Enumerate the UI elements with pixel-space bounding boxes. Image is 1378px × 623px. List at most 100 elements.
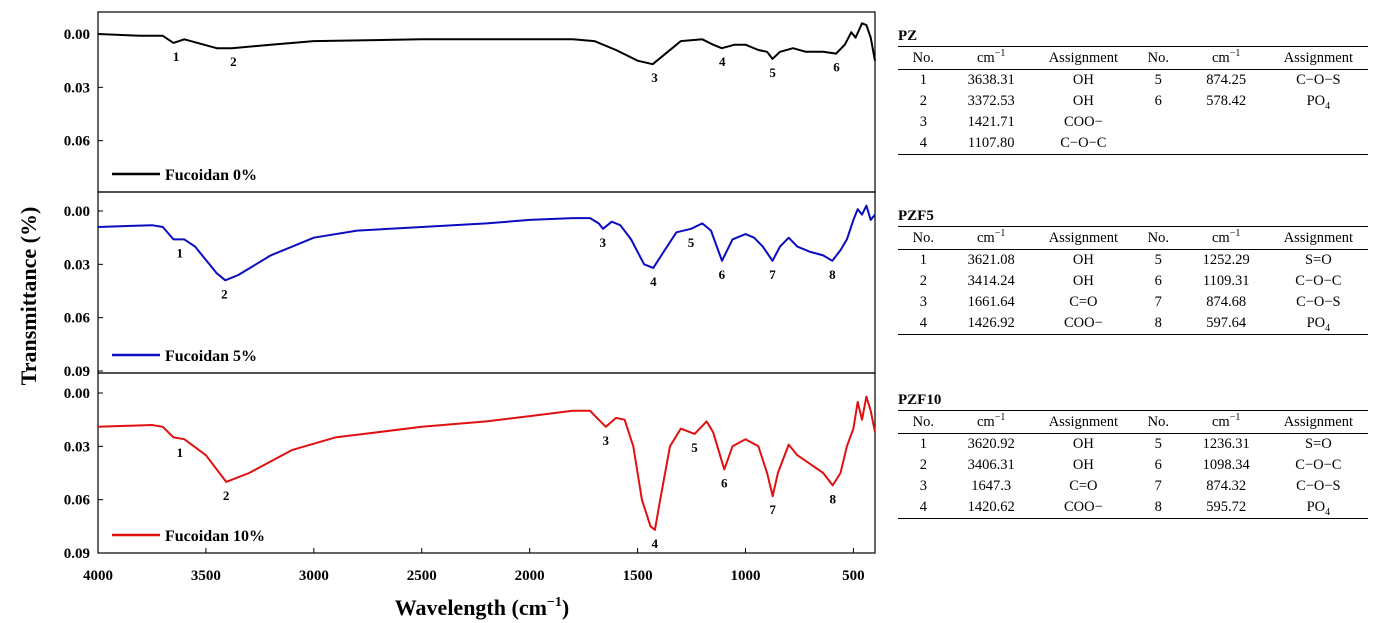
column-header: No.	[912, 229, 934, 246]
table-row: 4 1107.80 C−O−C	[898, 133, 1368, 155]
table-cell: 1098.34	[1202, 457, 1250, 473]
peak-label: 6	[833, 60, 840, 75]
table-cell: S=O	[1304, 252, 1332, 268]
table-cell: 6	[1154, 457, 1162, 473]
table-cell: OH	[1072, 457, 1094, 473]
panel-frame-2	[97, 191, 876, 374]
table-cell: C−O−S	[1296, 294, 1341, 310]
legend-label-3: Fucoidan 10%	[165, 528, 265, 545]
table-cell: 1252.29	[1202, 252, 1250, 268]
peak-label: 1	[177, 445, 184, 460]
table-cell: 1	[919, 436, 927, 452]
y-tick-label: 0.03	[64, 80, 90, 96]
table-cell: C=O	[1069, 294, 1098, 310]
peak-label: 3	[603, 433, 610, 448]
table-cell: C−O−S	[1296, 478, 1341, 494]
table-row: 2 3372.53 OH 6 578.42 PO4	[898, 91, 1368, 112]
table-cell: 5	[1154, 436, 1162, 452]
table-pzf10: PZF10 No. cm−1 Assignment No. cm−1 Assignment 1…	[898, 390, 1368, 519]
peak-label: 2	[230, 54, 237, 69]
peak-label: 7	[769, 502, 776, 517]
peak-label: 5	[688, 235, 695, 250]
table-cell	[1133, 133, 1184, 155]
column-header: cm−1	[1211, 227, 1241, 246]
table-cell: C−O−C	[1060, 135, 1107, 151]
table-cell: PO4	[1306, 93, 1331, 112]
table-cell: C=O	[1069, 478, 1098, 494]
y-tick-label: 0.00	[64, 204, 90, 220]
table-cell: 7	[1154, 294, 1162, 310]
y-tick-label: 0.00	[64, 386, 90, 402]
x-axis-title: Wavelength (cm−1)	[395, 595, 569, 620]
table-cell: PO4	[1306, 499, 1331, 518]
column-header: cm−1	[977, 47, 1006, 66]
table-cell: C−O−S	[1296, 72, 1341, 88]
series-layer	[97, 22, 876, 531]
peak-label: 3	[651, 70, 658, 85]
table-cell: PO4	[1306, 315, 1331, 334]
assignment-table: No. cm−1 Assignment No. cm−1 Assignment 1 3621.…	[898, 226, 1368, 335]
table-row: 4 1420.62 COO− 8 595.72 PO4	[898, 497, 1368, 519]
table-cell: 1236.31	[1202, 436, 1250, 452]
table-cell: 3406.31	[967, 457, 1015, 473]
column-header: No.	[1147, 413, 1169, 430]
peak-label: 5	[691, 440, 698, 455]
table-cell: 3414.24	[967, 273, 1015, 289]
x-tick-label: 1000	[731, 568, 761, 584]
x-axis-title-close: )	[562, 595, 569, 620]
table-cell: OH	[1072, 252, 1094, 268]
table-title: PZ	[898, 28, 918, 44]
peak-label: 7	[769, 267, 776, 282]
table-cell	[1269, 133, 1368, 155]
x-tick-label: 3500	[191, 568, 221, 584]
column-header: No.	[1147, 229, 1169, 246]
peak-label: 1	[173, 49, 180, 64]
y-tick-label: 0.06	[64, 311, 91, 327]
peak-label: 6	[719, 267, 726, 282]
table-cell: 8	[1154, 315, 1162, 331]
peak-label: 6	[721, 475, 728, 490]
table-cell: 874.32	[1206, 478, 1247, 494]
table-cell: 3	[919, 478, 927, 494]
table-cell: 8	[1154, 499, 1162, 515]
table-cell: OH	[1072, 273, 1094, 289]
y-tick-label: 0.00	[64, 27, 90, 43]
column-header: Assignment	[1048, 49, 1118, 66]
table-cell	[1184, 133, 1269, 155]
peak-label: 4	[719, 54, 726, 69]
table-pzf5: PZF5 No. cm−1 Assignment No. cm−1 Assignment 1 3…	[898, 206, 1368, 335]
panel-frame-3	[97, 372, 876, 554]
table-cell: 595.72	[1206, 499, 1247, 515]
column-header: No.	[1147, 49, 1169, 66]
peak-label: 8	[830, 491, 837, 506]
table-cell: 4	[919, 315, 927, 331]
table-cell: 2	[919, 457, 927, 473]
y-tick-label: 0.09	[64, 364, 90, 380]
table-row: 3 1647.3 C=O 7 874.32 C−O−S	[898, 476, 1368, 497]
legend-label-2: Fucoidan 5%	[165, 348, 257, 365]
peak-label: 3	[599, 235, 606, 250]
peak-label: 2	[223, 488, 230, 503]
column-header: Assignment	[1283, 49, 1353, 66]
table-cell: 874.68	[1206, 294, 1247, 310]
table-cell: C−O−C	[1295, 457, 1342, 473]
peak-label: 5	[769, 65, 776, 80]
column-header: No.	[912, 49, 934, 66]
x-tick-label: 500	[842, 568, 865, 584]
table-cell: 3	[919, 294, 927, 310]
axes-layer: 0.00 0.03 0.06 0.00 0.03 0.06 0.09 0.00 0.03 0.06…	[64, 11, 876, 584]
table-cell: 4	[919, 499, 927, 515]
legend-label-1: Fucoidan 0%	[165, 167, 257, 184]
table-cell: 3638.31	[967, 72, 1015, 88]
assignment-table: No. cm−1 Assignment No. cm−1 Assignment 1 3620.…	[898, 410, 1368, 519]
peak-label: 1	[177, 245, 184, 260]
table-cell	[1184, 112, 1269, 133]
table-row: 2 3414.24 OH 6 1109.31 C−O−C	[898, 271, 1368, 292]
y-tick-label: 0.09	[64, 546, 90, 562]
y-tick-label: 0.06	[64, 134, 91, 150]
spectrum-line-2	[97, 204, 876, 282]
table-cell: 4	[919, 135, 927, 151]
table-cell: 1	[919, 72, 927, 88]
y-tick-label: 0.03	[64, 439, 90, 455]
table-cell: 1661.64	[967, 294, 1015, 310]
